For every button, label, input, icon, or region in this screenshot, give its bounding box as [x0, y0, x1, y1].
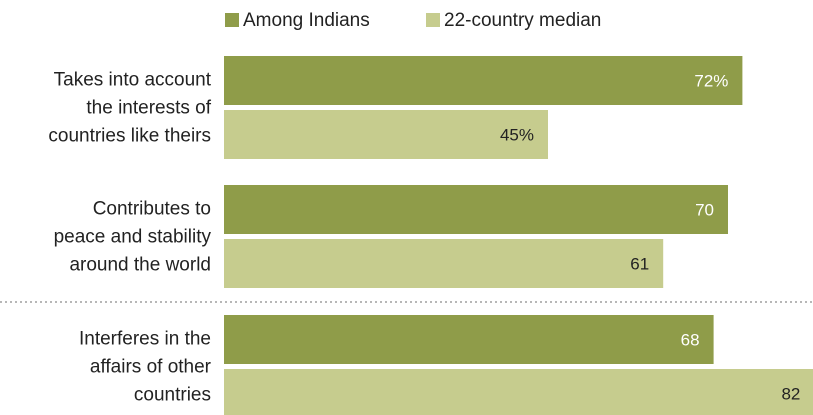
category-label-0-line-1: the interests of	[86, 98, 211, 119]
legend-swatch-1	[426, 13, 440, 27]
bar-series-1-cat-0	[224, 110, 548, 159]
category-label-1-line-2: around the world	[69, 255, 211, 276]
category-label-1-line-1: peace and stability	[54, 227, 212, 248]
bar-series-0-cat-0	[224, 56, 743, 105]
bar-series-1-cat-1	[224, 239, 664, 288]
bars: 72% 70 68 45% 61 82	[224, 56, 813, 415]
value-label-series-1-cat-0: 45%	[500, 126, 534, 145]
value-label-series-0-cat-2: 68	[681, 331, 700, 350]
value-label-series-1-cat-1: 61	[630, 255, 649, 274]
value-label-series-1-cat-2: 82	[781, 385, 800, 404]
bar-series-0-cat-2	[224, 315, 714, 364]
legend-label-1: 22-country median	[444, 10, 601, 31]
category-label-2-line-0: Interferes in the	[79, 329, 211, 350]
category-label-0-line-2: countries like theirs	[48, 126, 211, 147]
legend-label-0: Among Indians	[243, 10, 370, 31]
category-label-2-line-1: affairs of other	[90, 357, 212, 378]
category-label-2-line-2: countries	[134, 385, 211, 406]
legend: Among Indians 22-country median	[225, 10, 601, 31]
value-label-series-0-cat-0: 72%	[694, 72, 728, 91]
category-label-1-line-0: Contributes to	[93, 199, 211, 220]
category-label-0-line-0: Takes into account	[54, 70, 212, 91]
bar-series-1-cat-2	[224, 369, 813, 415]
value-label-series-0-cat-1: 70	[695, 201, 714, 220]
category-labels: Takes into account the interests of countr…	[48, 70, 211, 406]
bar-series-0-cat-1	[224, 185, 728, 234]
legend-swatch-0	[225, 13, 239, 27]
